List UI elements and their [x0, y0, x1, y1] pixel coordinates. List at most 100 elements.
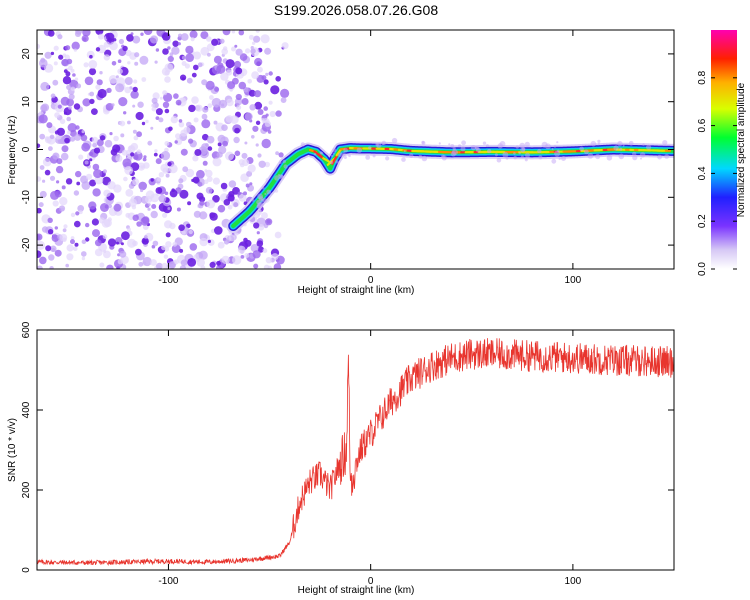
spectrogram-noise-cell [158, 194, 167, 203]
spectrogram-noise-cell [257, 109, 264, 115]
spectrogram-noise-cell [164, 108, 170, 114]
spectrogram-noise-cell [241, 158, 250, 167]
ridge-speck [274, 175, 280, 181]
spectrogram-noise-cell [226, 98, 234, 107]
spectrogram-noise-cell [155, 158, 162, 165]
spectrogram-noise-cell [125, 212, 131, 218]
spectrogram-noise-cell [47, 217, 53, 223]
spectrogram-noise-cell [47, 30, 55, 37]
spectrogram-noise-cell [119, 250, 127, 258]
spectrogram-noise-cell [180, 148, 188, 156]
spectrogram-y-label: Frequency (Hz) [7, 116, 18, 185]
spectrogram-noise-cell [168, 126, 173, 132]
spectrogram-noise-cell [243, 237, 248, 243]
spectrogram-noise-cell [152, 92, 160, 100]
spectrogram-noise-cell [70, 239, 75, 245]
spectrogram-noise-cell [251, 71, 259, 79]
spectrogram-noise-cell [37, 234, 41, 241]
spectrogram-noise-cell [118, 38, 124, 45]
spectrogram-noise-cell [203, 179, 209, 184]
spectrogram-noise-cell [107, 238, 117, 247]
spectrogram-noise-cell [238, 30, 245, 36]
spectrogram-xtick-label: -100 [158, 275, 178, 286]
spectrogram-noise-cell [139, 55, 149, 65]
spectrogram-noise-cell [95, 84, 101, 90]
ridge-speck [251, 198, 255, 202]
spectrogram-noise-cell [179, 265, 186, 269]
ridge-speck [584, 149, 589, 155]
snr-xtick-label: -100 [158, 576, 178, 587]
spectrogram-noise-cell [232, 255, 242, 265]
ridge-speck [561, 156, 566, 161]
spectrogram-xtick-label: 100 [565, 275, 582, 286]
spectrogram-noise-cell [187, 201, 192, 206]
spectrogram-noise-cell [142, 256, 152, 267]
spectrogram-noise-cell [237, 245, 246, 254]
spectrogram-noise-cell [175, 133, 181, 140]
spectrogram-noise-cell [65, 178, 73, 185]
spectrogram-noise-cell [230, 115, 239, 124]
ridge-speck [518, 152, 521, 155]
spectrogram-noise-cell [172, 40, 179, 47]
spectrogram-noise-cell [191, 72, 197, 78]
spectrogram-noise-cell [163, 254, 169, 259]
spectrogram-noise-cell [125, 189, 134, 197]
spectrogram-noise-cell [274, 231, 282, 239]
spectrogram-noise-cell [70, 86, 76, 92]
spectrogram-noise-cell [162, 101, 170, 109]
ridge-speck [618, 153, 625, 160]
spectrogram-noise-cell [266, 219, 271, 224]
spectrogram-noise-cell [60, 96, 70, 106]
spectrogram-noise-cell [164, 191, 169, 196]
spectrogram-noise-cell [156, 262, 163, 269]
spectrogram-noise-cell [54, 249, 62, 257]
spectrogram-noise-cell [140, 188, 144, 193]
spectrogram-noise-cell [92, 188, 101, 197]
spectrogram-noise-cell [165, 232, 171, 238]
spectrogram-noise-cell [42, 157, 52, 167]
spectrogram-noise-cell [151, 103, 155, 108]
ridge-speck [640, 157, 642, 160]
spectrogram-noise-cell [142, 157, 147, 162]
snr-xtick-label: 100 [565, 576, 582, 587]
ridge-speck [262, 198, 267, 203]
spectrogram-noise-cell [57, 34, 63, 40]
spectrogram-noise-cell [48, 146, 53, 152]
spectrogram-noise-cell [56, 180, 60, 184]
spectrogram-noise-cell [207, 52, 211, 57]
spectrogram-noise-cell [167, 207, 171, 210]
ridge-speck [409, 153, 414, 158]
spectrogram-noise-cell [261, 212, 268, 219]
spectrogram-noise-cell [141, 121, 146, 126]
spectrogram-noise-cell [196, 258, 205, 267]
spectrogram-noise-cell [238, 193, 247, 202]
spectrogram-noise-cell [211, 97, 222, 108]
colorbar-tick-label: 0.8 [697, 70, 708, 84]
spectrogram-noise-cell [121, 231, 130, 241]
spectrogram-noise-cell [136, 149, 142, 155]
spectrogram-noise-cell [54, 112, 60, 118]
spectrogram-noise-cell [51, 248, 56, 252]
spectrogram-noise-cell [231, 198, 240, 208]
spectrogram-noise-cell [256, 240, 264, 247]
spectrogram-noise-cell [59, 197, 68, 206]
colorbar-label: Normalized spectral amplitude [736, 82, 747, 217]
spectrogram-noise-cell [89, 91, 95, 97]
spectrogram-noise-cell [66, 253, 74, 261]
spectrogram-noise-cell [167, 161, 172, 167]
spectrogram-noise-cell [247, 79, 252, 84]
spectrogram-noise-cell [88, 201, 97, 210]
ridge-speck [452, 147, 456, 151]
spectrogram-noise-cell [68, 93, 75, 100]
ridge-speck [587, 153, 594, 159]
ridge-speck [556, 149, 560, 153]
spectrogram-noise-cell [211, 38, 219, 46]
spectrogram-noise-cell [202, 106, 209, 113]
spectrogram-noise-cell [235, 93, 242, 101]
ridge-speck [458, 144, 462, 148]
spectrogram-noise-cell [62, 76, 72, 85]
spectrogram-noise-cell [137, 101, 144, 108]
spectrogram-noise-cell [253, 35, 261, 43]
spectrogram-noise-cell [263, 106, 269, 111]
spectrogram-noise-cell [169, 52, 174, 57]
